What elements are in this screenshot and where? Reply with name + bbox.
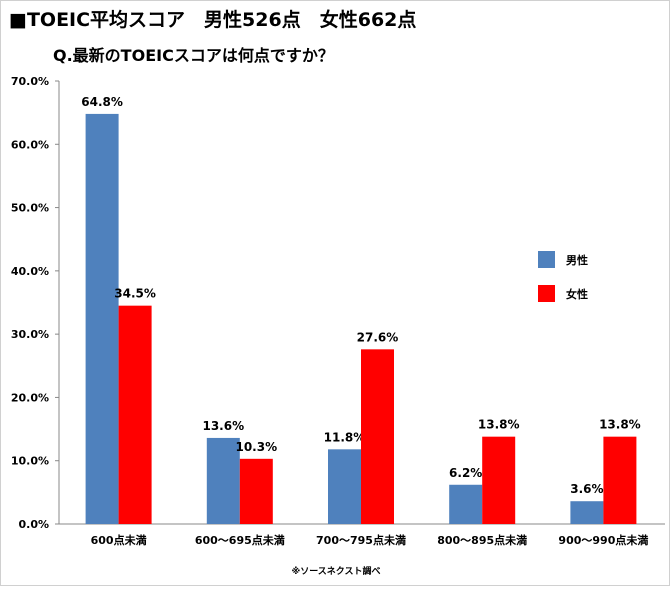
- bar-female: [603, 436, 637, 524]
- bar-female: [361, 349, 394, 524]
- data-label: 27.6%: [357, 330, 399, 344]
- bar-female: [239, 458, 273, 524]
- y-tick-label: 10.0%: [11, 455, 49, 468]
- bar-male: [570, 501, 604, 524]
- legend-swatch: [538, 251, 555, 268]
- x-tick-label: 800〜895点未満: [437, 533, 527, 547]
- data-label: 6.2%: [449, 466, 482, 480]
- legend-swatch: [538, 285, 555, 302]
- bar-male: [449, 484, 483, 524]
- bar-male: [328, 449, 361, 524]
- data-label: 13.6%: [202, 419, 244, 433]
- bar-male: [206, 437, 240, 524]
- y-tick-label: 30.0%: [11, 328, 49, 341]
- y-tick-label: 60.0%: [11, 138, 49, 151]
- source-note: ※ソースネクスト調べ: [291, 565, 380, 577]
- legend-label: 女性: [566, 287, 588, 301]
- data-label: 3.6%: [570, 482, 603, 496]
- y-tick-label: 20.0%: [11, 391, 49, 404]
- y-tick-label: 70.0%: [11, 75, 49, 88]
- data-label: 11.8%: [324, 430, 366, 444]
- y-tick-label: 50.0%: [11, 202, 49, 215]
- y-tick-label: 0.0%: [18, 518, 49, 531]
- x-tick-label: 600点未満: [91, 533, 147, 547]
- bar-female: [118, 305, 152, 524]
- chart-title: ■TOEIC平均スコア 男性526点 女性662点: [9, 8, 416, 31]
- data-label: 34.5%: [114, 287, 156, 301]
- legend-label: 男性: [566, 253, 588, 267]
- x-tick-label: 900〜990点未満: [558, 533, 648, 547]
- data-label: 10.3%: [235, 440, 277, 454]
- bar-female: [482, 436, 516, 524]
- chart-subtitle: Q.最新のTOEICスコアは何点ですか？: [53, 46, 334, 65]
- data-label: 64.8%: [81, 95, 123, 109]
- bar-male: [85, 113, 119, 524]
- x-tick-label: 600〜695点未満: [195, 533, 285, 547]
- data-label: 13.8%: [478, 418, 520, 432]
- x-tick-label: 700〜795点未満: [316, 533, 406, 547]
- y-tick-label: 40.0%: [11, 265, 49, 278]
- data-label: 13.8%: [599, 418, 641, 432]
